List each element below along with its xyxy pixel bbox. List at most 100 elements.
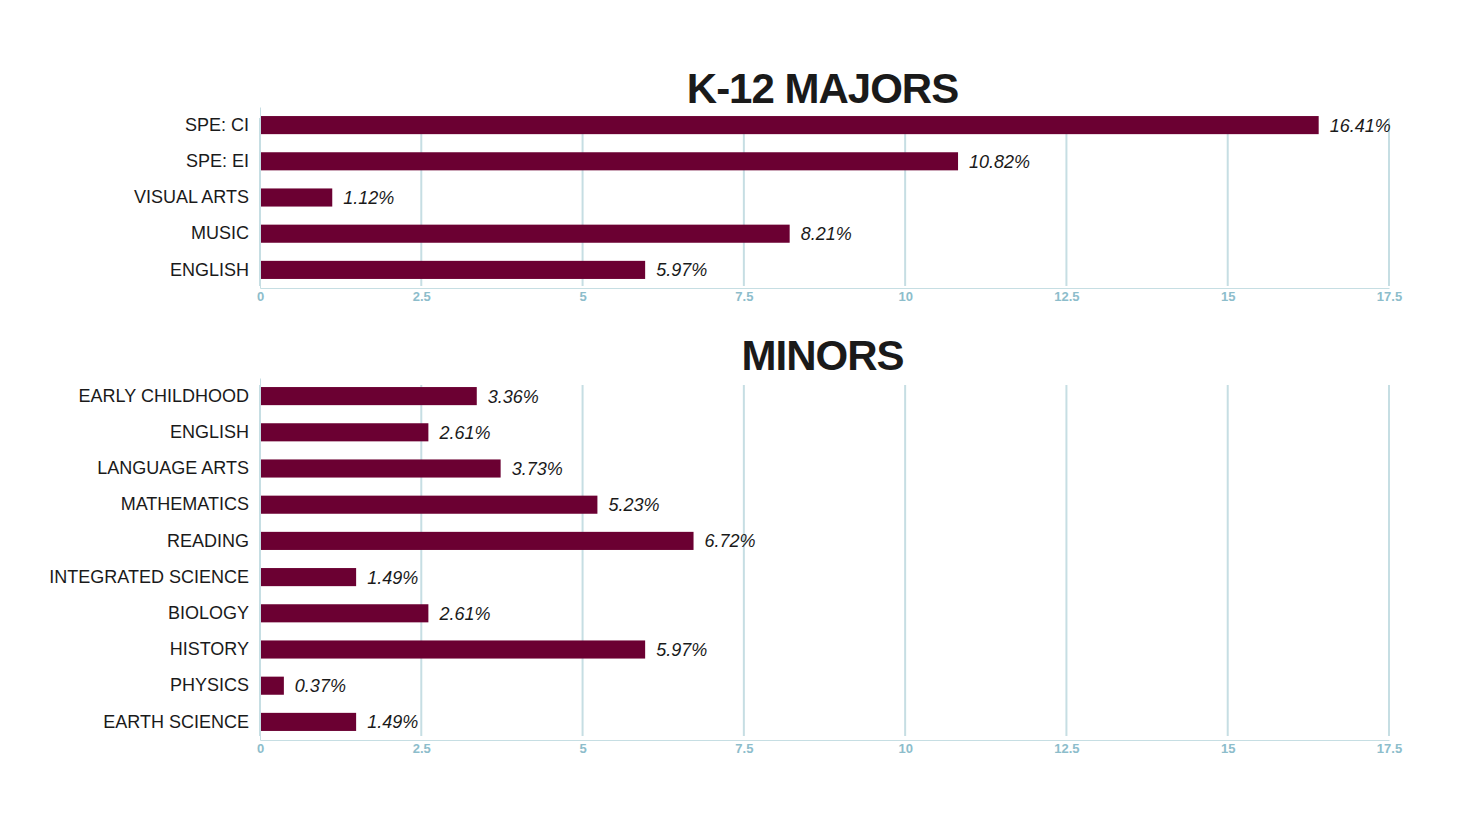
data-label: 3.73% xyxy=(512,459,563,479)
category-label: MATHEMATICS xyxy=(121,494,249,514)
category-label: READING xyxy=(167,531,249,551)
tick: PHYSICS xyxy=(170,675,260,695)
bar xyxy=(260,188,332,206)
bar xyxy=(260,459,501,477)
chart-0: K-12 MAJORS16.41%10.82%1.12%8.21%5.97%02… xyxy=(134,65,1402,304)
tick-label: 15 xyxy=(1221,289,1235,304)
tick-label: 10 xyxy=(898,289,912,304)
category-label: SPE: CI xyxy=(185,115,249,135)
tick-label: 10 xyxy=(898,741,912,756)
data-label: 1.49% xyxy=(367,712,418,732)
data-label: 2.61% xyxy=(438,423,490,443)
grid-line xyxy=(1227,385,1229,736)
bars xyxy=(260,116,1319,279)
bar xyxy=(260,496,597,514)
tick: 10 xyxy=(898,740,912,756)
category-label: BIOLOGY xyxy=(168,603,249,623)
tick: EARLY CHILDHOOD xyxy=(79,386,260,406)
tick: BIOLOGY xyxy=(168,603,260,623)
bar xyxy=(260,225,790,243)
tick: LANGUAGE ARTS xyxy=(97,458,260,478)
tick: EARTH SCIENCE xyxy=(103,712,260,732)
tick: 2.5 xyxy=(413,288,431,304)
category-label: INTEGRATED SCIENCE xyxy=(49,567,249,587)
category-label: HISTORY xyxy=(170,639,249,659)
tick: 12.5 xyxy=(1054,740,1079,756)
category-label: MUSIC xyxy=(191,223,249,243)
data-label: 6.72% xyxy=(705,531,756,551)
tick: 17.5 xyxy=(1377,288,1402,304)
data-label: 0.37% xyxy=(295,676,346,696)
grid-line xyxy=(582,385,584,736)
tick: 17.5 xyxy=(1377,740,1402,756)
category-label: LANGUAGE ARTS xyxy=(97,458,249,478)
bar xyxy=(260,387,477,405)
bar xyxy=(260,640,645,658)
data-label: 10.82% xyxy=(969,152,1030,172)
data-label: 1.12% xyxy=(343,188,394,208)
tick-label: 5 xyxy=(579,741,586,756)
tick: ENGLISH xyxy=(170,422,260,442)
category-label: SPE: EI xyxy=(186,151,249,171)
bar xyxy=(260,116,1319,134)
tick-label: 2.5 xyxy=(413,289,431,304)
tick: INTEGRATED SCIENCE xyxy=(49,567,260,587)
chart-canvas: K-12 MAJORS16.41%10.82%1.12%8.21%5.97%02… xyxy=(0,0,1459,835)
grid xyxy=(260,385,1389,736)
tick: 7.5 xyxy=(735,740,753,756)
tick-label: 2.5 xyxy=(413,741,431,756)
bar xyxy=(260,713,356,731)
axis-line xyxy=(260,379,261,741)
bar xyxy=(260,568,356,586)
x-axis: 0 2.5 5 7.5 10 12.5 15 17.5 xyxy=(257,740,1402,756)
grid-line xyxy=(1065,385,1067,736)
bar xyxy=(260,423,428,441)
tick: VISUAL ARTS xyxy=(134,187,260,207)
grid-line xyxy=(1388,385,1390,736)
tick: ENGLISH xyxy=(170,260,260,280)
tick-label: 17.5 xyxy=(1377,289,1402,304)
category-label: PHYSICS xyxy=(170,675,249,695)
category-label: EARTH SCIENCE xyxy=(103,712,249,732)
x-axis: 02.557.51012.51517.5 xyxy=(257,288,1402,304)
tick: 10 xyxy=(898,288,912,304)
bar xyxy=(260,677,284,695)
bar xyxy=(260,532,694,550)
data-label: 2.61% xyxy=(438,604,490,624)
tick-label: 7.5 xyxy=(735,289,753,304)
data-label: 5.97% xyxy=(656,640,707,660)
tick: 0 xyxy=(257,740,264,756)
grid-line xyxy=(743,385,745,736)
chart-1: MINORS3.36%2.61%3.73%5.23%6.72%1.49%2.61… xyxy=(49,332,1402,756)
data-label: 5.97% xyxy=(656,260,707,280)
tick: 5 xyxy=(579,740,586,756)
tick-label: 17.5 xyxy=(1377,741,1402,756)
grid-line xyxy=(743,118,745,286)
tick: HISTORY xyxy=(170,639,260,659)
tick-label: 12.5 xyxy=(1054,741,1079,756)
bar xyxy=(260,604,428,622)
data-label: 1.49% xyxy=(367,568,418,588)
grid-line xyxy=(1227,118,1229,286)
category-label: VISUAL ARTS xyxy=(134,187,249,207)
tick: SPE: EI xyxy=(186,151,260,171)
category-label: ENGLISH xyxy=(170,422,249,442)
tick: 2.5 xyxy=(413,740,431,756)
y-axis: EARLY CHILDHOOD ENGLISH LANGUAGE ARTS MATHE… xyxy=(49,379,260,741)
tick-label: 0 xyxy=(257,289,264,304)
tick-label: 15 xyxy=(1221,741,1235,756)
tick: 7.5 xyxy=(735,288,753,304)
grid-line xyxy=(1065,118,1067,286)
grid xyxy=(260,118,1389,286)
grid-line xyxy=(904,118,906,286)
grid-line xyxy=(420,118,422,286)
tick: MUSIC xyxy=(191,223,260,243)
chart-title: MINORS xyxy=(742,332,904,379)
tick: READING xyxy=(167,531,260,551)
y-axis: SPE: CI SPE: EI VISUAL ARTS MUSIC ENGLISH xyxy=(134,108,261,289)
tick: MATHEMATICS xyxy=(121,494,260,514)
data-label: 3.36% xyxy=(488,387,539,407)
category-label: EARLY CHILDHOOD xyxy=(79,386,249,406)
axis-line xyxy=(260,108,261,289)
tick-label: 12.5 xyxy=(1054,289,1079,304)
